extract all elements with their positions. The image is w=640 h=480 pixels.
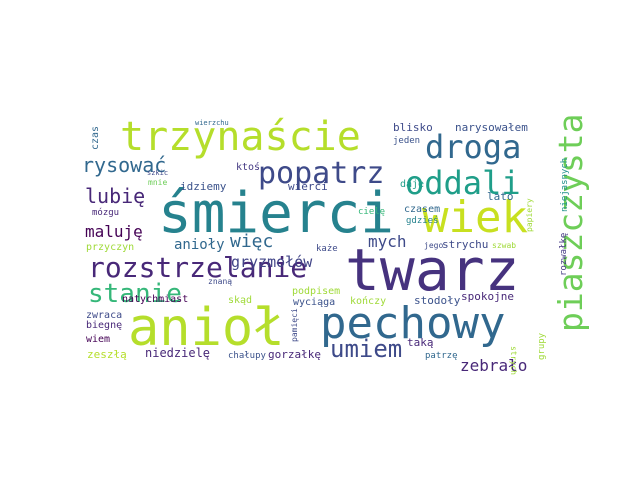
- word: anioły: [174, 237, 225, 253]
- word: mózgu: [92, 207, 119, 218]
- word: spokojne: [461, 290, 514, 303]
- word: gorzałkę: [268, 348, 321, 361]
- word: strych: [509, 346, 518, 375]
- word: gdzieś: [406, 215, 439, 226]
- word: znaną: [208, 277, 232, 286]
- word: niedzielę: [145, 346, 210, 360]
- word: przyczyn: [86, 242, 134, 253]
- word: czas: [90, 126, 101, 150]
- word: podpisem: [292, 286, 340, 297]
- word: stanie: [88, 279, 182, 309]
- word: gryzmołów: [231, 253, 313, 271]
- word: oddali: [405, 164, 521, 202]
- word: trzynaście: [120, 114, 361, 160]
- word: narysowałem: [455, 121, 528, 134]
- word: droga: [425, 128, 521, 166]
- word: stodoły: [414, 294, 461, 307]
- word: wiem: [86, 334, 110, 345]
- word: jego: [424, 241, 443, 250]
- word: wierzchu: [195, 119, 229, 127]
- word: wiek: [422, 192, 528, 243]
- word: piaszczysta: [551, 113, 590, 332]
- word: pamięci: [290, 308, 299, 342]
- word: patrzę: [425, 351, 458, 361]
- word: strychu: [442, 238, 488, 251]
- word: zeszłą: [87, 348, 127, 361]
- word: rozwałkę: [559, 233, 569, 276]
- word: rysować: [82, 153, 166, 177]
- word: taką: [407, 336, 434, 349]
- word: zebrało: [460, 356, 527, 375]
- word: umiem: [330, 335, 402, 363]
- word: mnie: [148, 178, 167, 187]
- word: natychmiast: [122, 294, 188, 305]
- word: ktoś: [236, 161, 260, 173]
- word: lato: [487, 190, 514, 203]
- word: zwraca: [86, 310, 122, 321]
- word: daje: [400, 179, 424, 190]
- word: lubię: [85, 184, 145, 208]
- word: więc: [230, 231, 273, 252]
- word: wyciąga: [293, 297, 335, 308]
- word: anioł: [128, 298, 285, 358]
- word: wierci: [288, 180, 328, 193]
- word: kończy: [350, 295, 386, 307]
- word: idziemy: [180, 180, 227, 193]
- word: rozstrzelanie: [88, 251, 307, 284]
- word: popatrz: [258, 156, 384, 191]
- word: chałupy: [228, 351, 267, 361]
- word: szkic: [147, 169, 168, 177]
- word: jeden: [393, 136, 420, 146]
- word: szwab: [492, 241, 516, 250]
- word: twarz: [345, 236, 520, 304]
- word: mych: [368, 232, 407, 251]
- word: niejasnych: [560, 158, 570, 212]
- word: każe: [316, 244, 338, 254]
- word: maluję: [85, 222, 143, 241]
- word: cielę: [358, 207, 385, 217]
- word: grupy: [537, 332, 547, 360]
- word: papiery: [525, 198, 534, 232]
- word: śmierci: [158, 181, 394, 246]
- word: biegnę: [86, 320, 122, 331]
- word: blisko: [393, 121, 433, 134]
- word: pechowy: [320, 298, 505, 349]
- word: skąd: [228, 295, 252, 306]
- word: czasem: [404, 204, 440, 215]
